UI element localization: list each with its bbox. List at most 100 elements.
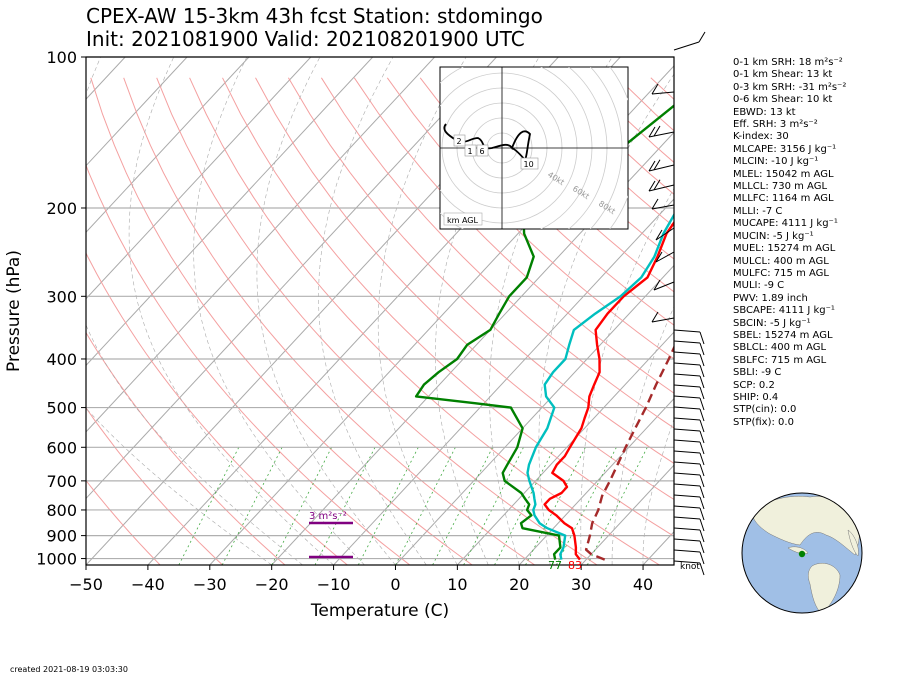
mixing-ratio-line bbox=[463, 447, 524, 565]
created-timestamp: created 2021-08-19 03:03:30 bbox=[10, 665, 128, 674]
index-line: MLEL: 15042 m AGL bbox=[733, 168, 834, 180]
globe-land-south-america bbox=[808, 563, 841, 613]
index-line: SCP: 0.2 bbox=[733, 379, 775, 391]
y-tick-label: 600 bbox=[46, 438, 77, 457]
globe-outline bbox=[741, 492, 863, 614]
moist-adiabat bbox=[86, 407, 272, 565]
srh-annotation: 3 m²s⁻² bbox=[309, 511, 347, 522]
wind-barbs bbox=[648, 31, 706, 576]
dry-adiabat bbox=[386, 77, 674, 360]
mixing-ratio-line bbox=[314, 447, 376, 565]
dry-adiabat bbox=[90, 77, 473, 565]
dry-adiabat bbox=[222, 77, 674, 537]
moist-adiabat bbox=[642, 418, 674, 565]
hodograph-height-label: 10 bbox=[520, 157, 539, 170]
wind-barb bbox=[651, 83, 675, 95]
y-tick-label: 1000 bbox=[36, 550, 77, 569]
y-tick-label: 700 bbox=[46, 472, 77, 491]
wind-barb bbox=[673, 362, 705, 378]
mixing-ratio-line bbox=[178, 447, 240, 565]
index-line: Eff. SRH: 3 m²s⁻² bbox=[733, 119, 818, 131]
moist-adiabat bbox=[580, 187, 674, 565]
y-tick-label: 800 bbox=[46, 501, 77, 520]
wind-barb bbox=[673, 516, 705, 532]
index-line: SBLFC: 715 m AGL bbox=[733, 354, 827, 366]
hodograph-height-label: 6 bbox=[476, 144, 489, 157]
parcel-trace bbox=[584, 344, 674, 561]
x-tick-label: 20 bbox=[509, 575, 529, 594]
y-tick-label: 200 bbox=[46, 199, 77, 218]
mixing-ratio-line bbox=[395, 447, 456, 565]
dry-adiabat bbox=[189, 77, 660, 565]
wind-barb bbox=[673, 329, 705, 345]
dry-adiabat bbox=[123, 77, 535, 565]
hodograph-height-label: 1 bbox=[464, 144, 477, 157]
index-line: SBEL: 15274 m AGL bbox=[733, 329, 833, 341]
globe-land-east bbox=[847, 529, 859, 557]
dry-adiabat bbox=[452, 77, 674, 293]
moist-adiabat bbox=[193, 57, 365, 565]
location-globe bbox=[741, 492, 863, 614]
y-tick-label: 500 bbox=[46, 399, 77, 418]
wind-barb bbox=[673, 384, 705, 400]
svg-text:6: 6 bbox=[480, 147, 485, 156]
index-line: MUEL: 15274 m AGL bbox=[733, 243, 836, 255]
index-line: SHIP: 0.4 bbox=[733, 391, 779, 403]
isotherm bbox=[86, 57, 436, 433]
moist-adiabat bbox=[611, 305, 674, 565]
surface-temperature-label: 83 bbox=[568, 559, 582, 572]
dewpoint-trace bbox=[414, 104, 674, 560]
x-tick-label: −50 bbox=[69, 575, 103, 594]
x-tick-label: 10 bbox=[447, 575, 467, 594]
mixing-ratio-line bbox=[586, 447, 648, 565]
dry-adiabat bbox=[86, 479, 161, 565]
wind-barb bbox=[651, 198, 675, 210]
wind-barb bbox=[673, 549, 705, 565]
dry-adiabat bbox=[419, 77, 674, 326]
index-line: STP(cin): 0.0 bbox=[733, 404, 797, 416]
wind-barb bbox=[673, 560, 705, 576]
chart-title-line-2: Init: 2021081900 Valid: 202108201900 UTC bbox=[86, 27, 525, 51]
moist-adiabat bbox=[318, 57, 427, 565]
index-line: 0-3 km SRH: -31 m²s⁻² bbox=[733, 81, 847, 93]
wind-barb bbox=[673, 395, 705, 411]
isotherm bbox=[86, 57, 312, 300]
mixing-ratio-line bbox=[221, 447, 283, 565]
wind-barb bbox=[673, 483, 705, 499]
index-line: SBLCL: 400 m AGL bbox=[733, 342, 827, 354]
wind-barb bbox=[673, 538, 705, 554]
hodograph-units-label: km AGL bbox=[443, 212, 483, 226]
dry-adiabat bbox=[86, 251, 348, 565]
index-line: K-index: 30 bbox=[733, 131, 789, 143]
dry-adiabat bbox=[320, 77, 674, 429]
index-line: MULFC: 715 m AGL bbox=[733, 267, 829, 279]
y-tick-label: 900 bbox=[46, 527, 77, 546]
moist-adiabat bbox=[86, 57, 303, 565]
index-line: 0-1 km Shear: 13 kt bbox=[733, 69, 833, 81]
wind-barb bbox=[673, 340, 705, 356]
wind-barb bbox=[673, 31, 706, 51]
isotherm bbox=[86, 57, 374, 367]
mixing-ratio-line bbox=[271, 447, 332, 565]
sounding-indices-panel: 0-1 km SRH: 18 m²s⁻² 0-1 km Shear: 13 kt 0… bbox=[733, 57, 903, 429]
svg-text:2: 2 bbox=[457, 137, 462, 146]
wind-barb bbox=[673, 494, 705, 510]
x-tick-label: −20 bbox=[255, 575, 289, 594]
moist-adiabat bbox=[128, 57, 334, 565]
index-line: 0-6 km Shear: 10 kt bbox=[733, 94, 833, 106]
profile-traces bbox=[414, 104, 674, 561]
x-tick-label: 40 bbox=[633, 575, 653, 594]
mixing-ratio-line bbox=[525, 447, 586, 565]
y-tick-label: 300 bbox=[46, 287, 77, 306]
x-tick-label: −30 bbox=[193, 575, 227, 594]
index-line: MUCAPE: 4111 J kg⁻¹ bbox=[733, 218, 838, 230]
x-axis-label: Temperature (C) bbox=[310, 601, 449, 621]
hodograph-height-label: 2 bbox=[453, 134, 466, 147]
wind-barb bbox=[648, 125, 675, 138]
index-line: MLCAPE: 3156 J kg⁻¹ bbox=[733, 143, 837, 155]
index-line: MLLI: -7 C bbox=[733, 205, 783, 217]
x-tick-label: 0 bbox=[390, 575, 400, 594]
mixing-ratio-line bbox=[556, 447, 617, 565]
